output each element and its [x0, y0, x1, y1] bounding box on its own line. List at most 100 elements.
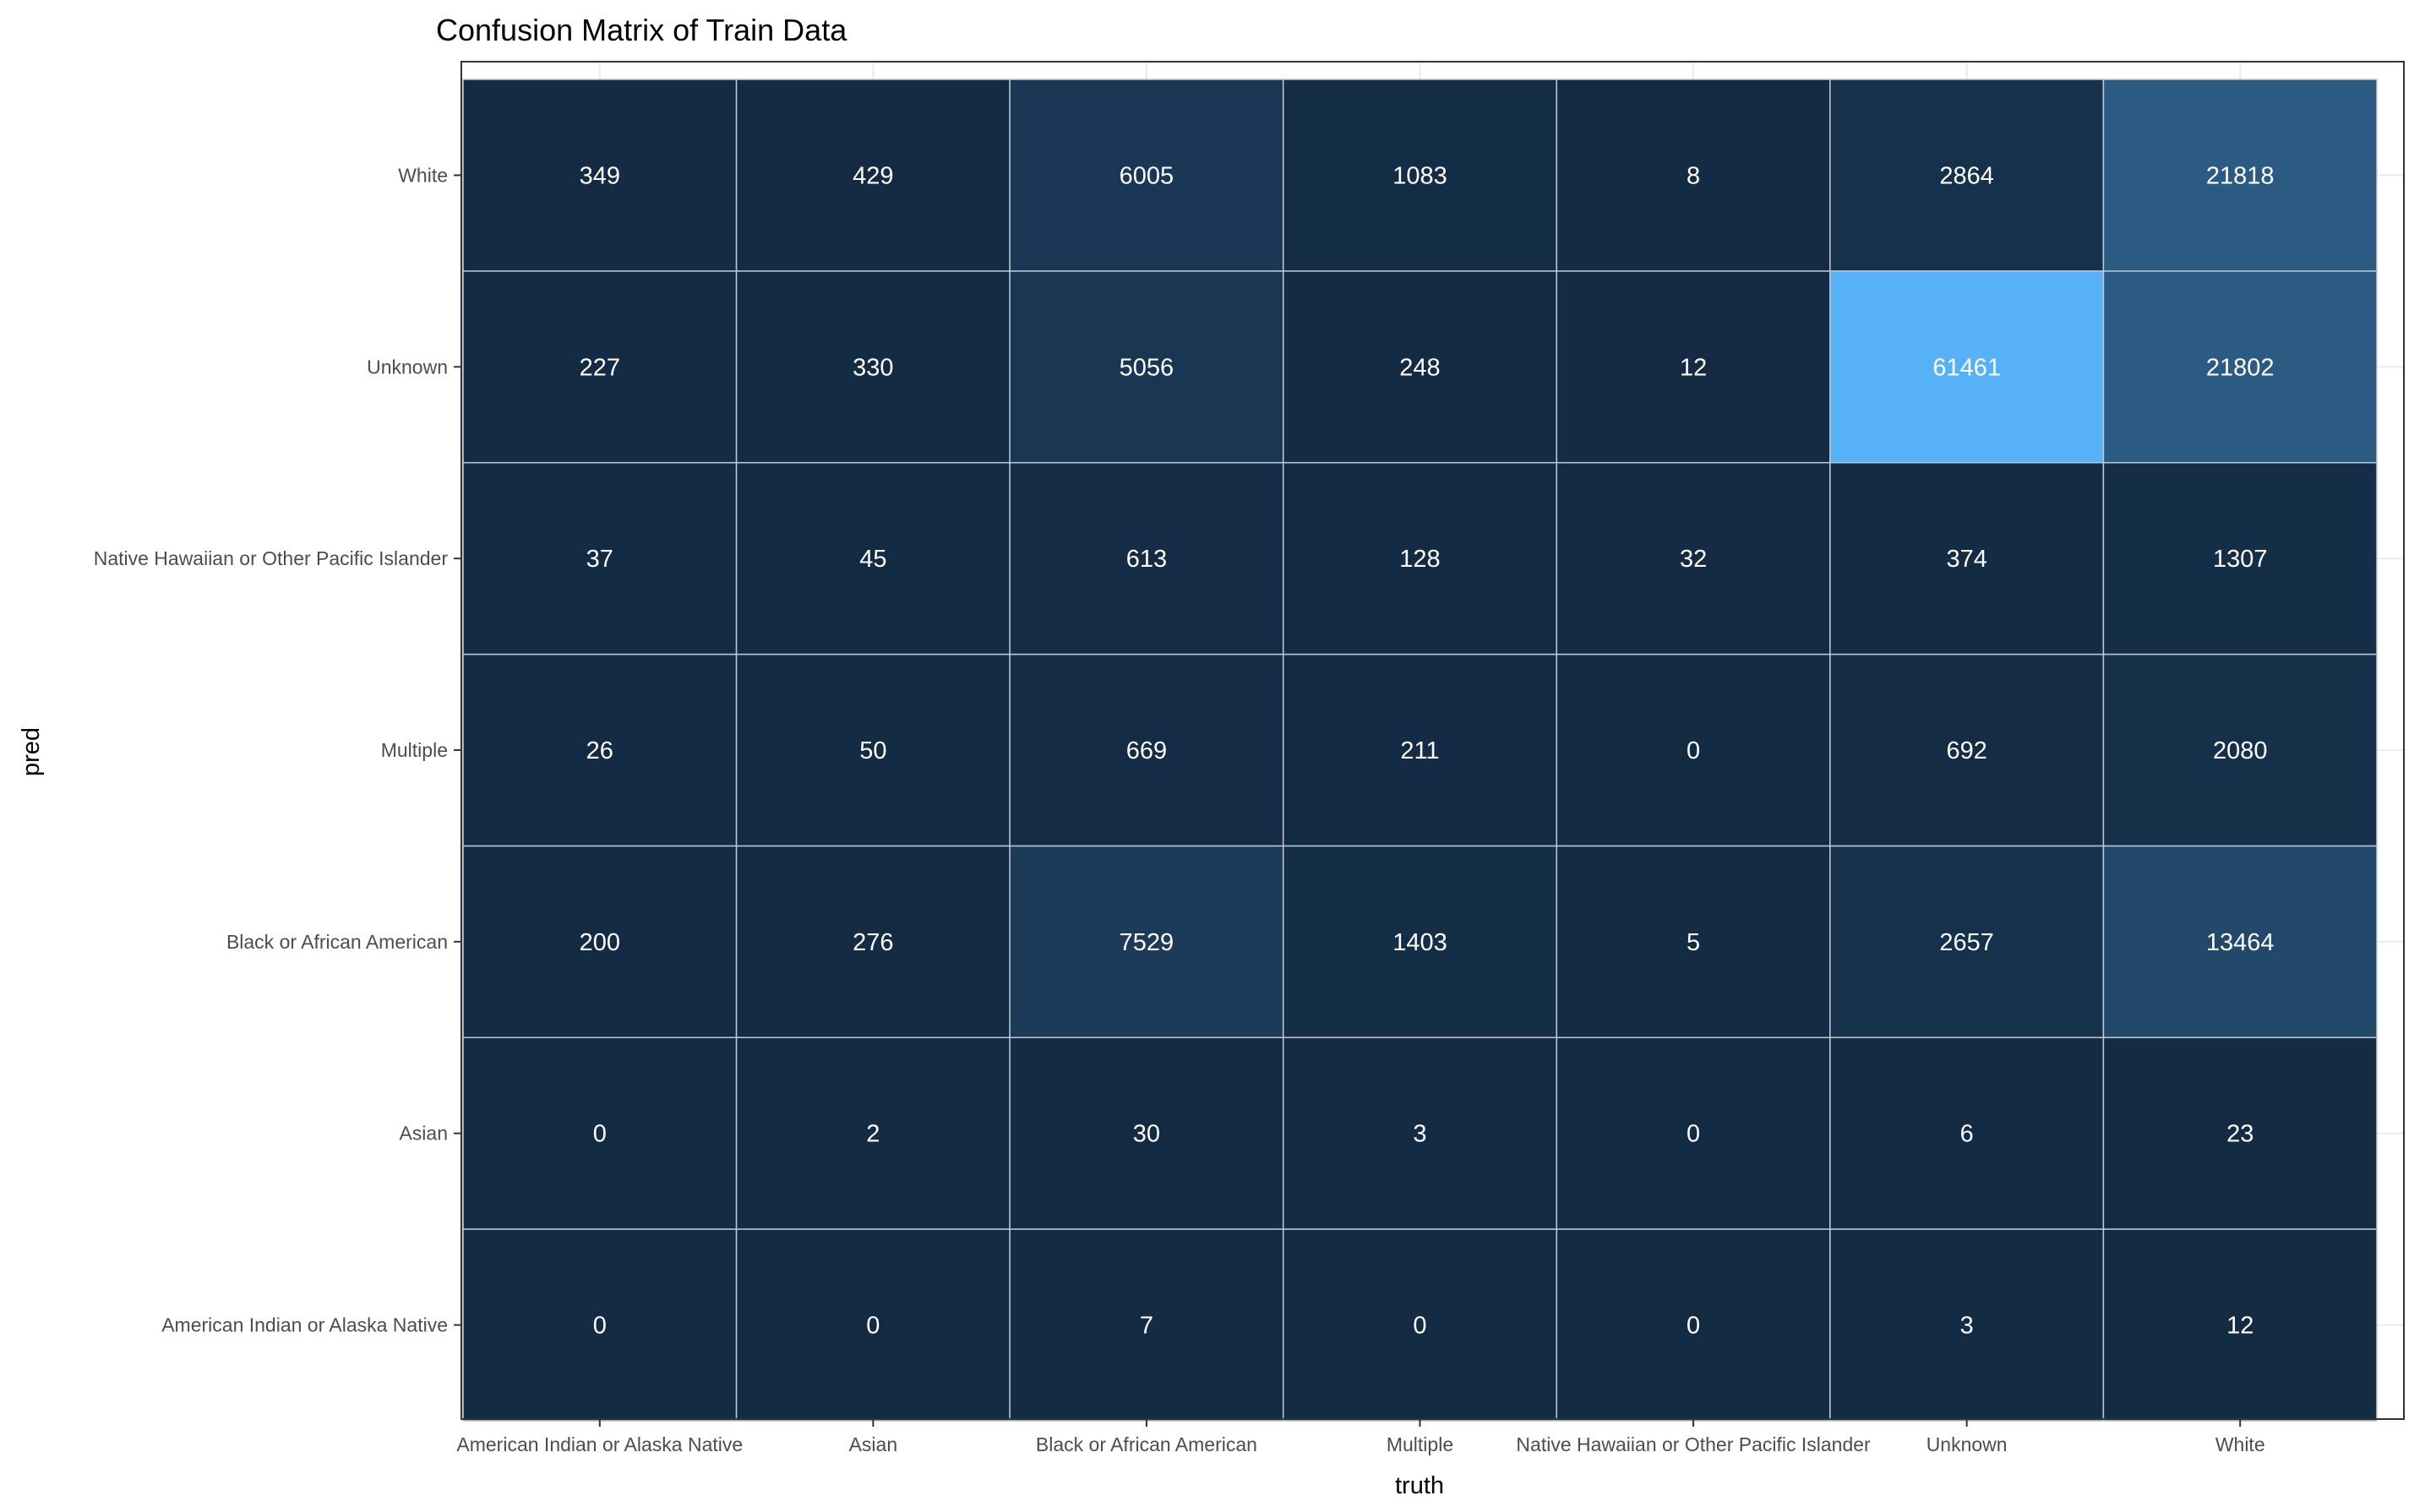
- y-tick-label: Asian: [399, 1123, 448, 1145]
- cell-value-label: 429: [853, 162, 893, 189]
- cell-value-label: 692: [1946, 737, 1986, 764]
- heatmap-cell: [2102, 1036, 2378, 1230]
- heatmap-cell: [1009, 1036, 1284, 1230]
- cell-value-label: 12: [1680, 354, 1707, 381]
- heatmap-cells: [462, 79, 2378, 1422]
- heatmap-cell: [1556, 270, 1831, 464]
- heatmap-cell: [735, 653, 1011, 847]
- cell-value-label: 23: [2226, 1121, 2253, 1148]
- heatmap-cell: [1829, 1036, 2105, 1230]
- heatmap-cell: [735, 79, 1011, 272]
- heatmap-cell: [1829, 653, 2105, 847]
- heatmap-cell: [1009, 845, 1284, 1039]
- cell-value-label: 0: [1687, 1313, 1700, 1340]
- heatmap-cell: [1282, 79, 1558, 272]
- panel-border: [460, 61, 2405, 1420]
- heatmap-cell: [2102, 461, 2378, 655]
- cell-value-label: 128: [1399, 546, 1440, 573]
- cell-value-label: 0: [1687, 1121, 1700, 1148]
- x-axis: American Indian or Alaska Native Asian Bla…: [456, 1419, 2265, 1455]
- cell-value-label: 248: [1399, 354, 1440, 381]
- x-tick-label: Multiple: [1387, 1433, 1453, 1455]
- heatmap-cell: [1556, 461, 1831, 655]
- heatmap-cell: [1282, 845, 1558, 1039]
- cell-value-label: 3: [1960, 1313, 1974, 1340]
- cell-value-label: 5: [1687, 929, 1700, 956]
- heatmap-cell: [462, 270, 738, 464]
- x-tick-label: Native Hawaiian or Other Pacific Islande…: [1516, 1433, 1871, 1455]
- heatmap-cell: [1556, 79, 1831, 272]
- cell-value-label: 13464: [2206, 929, 2275, 956]
- heatmap-cell: [735, 845, 1011, 1039]
- cell-value-label: 7529: [1120, 929, 1174, 956]
- x-tick-label: Unknown: [1926, 1433, 2008, 1455]
- cell-value-label: 0: [1687, 737, 1700, 764]
- cell-value-label: 2080: [2213, 737, 2268, 764]
- x-tick-label: American Indian or Alaska Native: [456, 1433, 743, 1455]
- heatmap-cell: [735, 461, 1011, 655]
- heatmap-cell: [1009, 79, 1284, 272]
- heatmap-cell: [735, 1036, 1011, 1230]
- cell-value-label: 21802: [2206, 354, 2275, 381]
- heatmap-cell: [462, 1228, 738, 1422]
- cell-value-label: 276: [853, 929, 893, 956]
- cell-value-label: 1403: [1392, 929, 1447, 956]
- heatmap-cell: [1009, 270, 1284, 464]
- heatmap-cell: [1282, 270, 1558, 464]
- cell-value-label: 200: [580, 929, 620, 956]
- cell-value-label: 211: [1400, 737, 1439, 764]
- cell-value-label: 6005: [1120, 162, 1174, 189]
- y-tick-label: American Indian or Alaska Native: [161, 1314, 448, 1336]
- heatmap-cell: [1829, 461, 2105, 655]
- heatmap-cell: [2102, 79, 2378, 272]
- heatmap-cell: [1282, 1036, 1558, 1230]
- cell-value-label: 32: [1680, 546, 1707, 573]
- cell-value-label: 1307: [2213, 546, 2268, 573]
- cell-value-label: 1083: [1392, 162, 1447, 189]
- cell-value-label: 227: [580, 354, 620, 381]
- heatmap-cell: [2102, 845, 2378, 1039]
- cell-value-label: 0: [593, 1313, 607, 1340]
- cell-value-label: 2864: [1939, 162, 1994, 189]
- cell-value-label: 2657: [1939, 929, 1994, 956]
- y-axis-title: pred: [18, 727, 45, 776]
- cell-value-label: 8: [1687, 162, 1700, 189]
- y-tick-label: Multiple: [381, 739, 448, 761]
- cell-value-label: 50: [859, 737, 886, 764]
- cell-value-label: 12: [2226, 1313, 2253, 1340]
- cell-value-label: 0: [593, 1121, 607, 1148]
- cell-value-label: 30: [1133, 1121, 1160, 1148]
- cell-value-label: 374: [1946, 546, 1986, 573]
- x-tick-label: White: [2215, 1433, 2265, 1455]
- heatmap-cell: [462, 845, 738, 1039]
- cell-value-label: 3: [1413, 1121, 1426, 1148]
- cell-value-label: 613: [1126, 546, 1167, 573]
- heatmap-cell: [735, 1228, 1011, 1422]
- heatmap-cell: [1009, 1228, 1284, 1422]
- heatmap-cell: [1829, 79, 2105, 272]
- y-tick-label: White: [398, 164, 448, 186]
- y-axis: American Indian or Alaska Native Asian Bla…: [94, 164, 461, 1336]
- heatmap-cell: [1829, 1228, 2105, 1422]
- heatmap-cell: [1009, 461, 1284, 655]
- heatmap-cell: [2102, 270, 2378, 464]
- cell-value-label: 2: [866, 1121, 880, 1148]
- cell-value-label: 669: [1126, 737, 1167, 764]
- cell-value-label: 330: [853, 354, 893, 381]
- x-tick-label: Asian: [849, 1433, 898, 1455]
- cell-value-label: 21818: [2206, 162, 2275, 189]
- cell-value-label: 45: [859, 546, 886, 573]
- cell-value-label: 5056: [1120, 354, 1174, 381]
- x-axis-title: truth: [1395, 1472, 1444, 1499]
- heatmap-cell: [1829, 270, 2105, 464]
- heatmap-cell: [735, 270, 1011, 464]
- cell-value-label: 349: [580, 162, 620, 189]
- heatmap-cell: [1282, 461, 1558, 655]
- heatmap-cell: [1282, 653, 1558, 847]
- heatmap-cell: [1556, 845, 1831, 1039]
- cell-value-label: 6: [1960, 1121, 1974, 1148]
- y-tick-label: Black or African American: [226, 931, 448, 953]
- cell-value-label: 7: [1140, 1313, 1153, 1340]
- chart-title: Confusion Matrix of Train Data: [436, 13, 847, 47]
